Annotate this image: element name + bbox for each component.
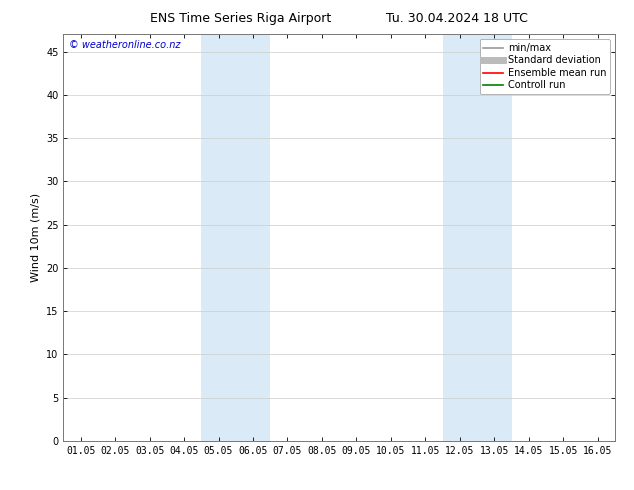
Bar — [443, 34, 512, 441]
Text: © weatheronline.co.nz: © weatheronline.co.nz — [69, 40, 181, 50]
Text: ENS Time Series Riga Airport: ENS Time Series Riga Airport — [150, 12, 332, 25]
Legend: min/max, Standard deviation, Ensemble mean run, Controll run: min/max, Standard deviation, Ensemble me… — [479, 39, 610, 94]
Text: Tu. 30.04.2024 18 UTC: Tu. 30.04.2024 18 UTC — [385, 12, 527, 25]
Bar — [202, 34, 270, 441]
Y-axis label: Wind 10m (m/s): Wind 10m (m/s) — [30, 193, 41, 282]
